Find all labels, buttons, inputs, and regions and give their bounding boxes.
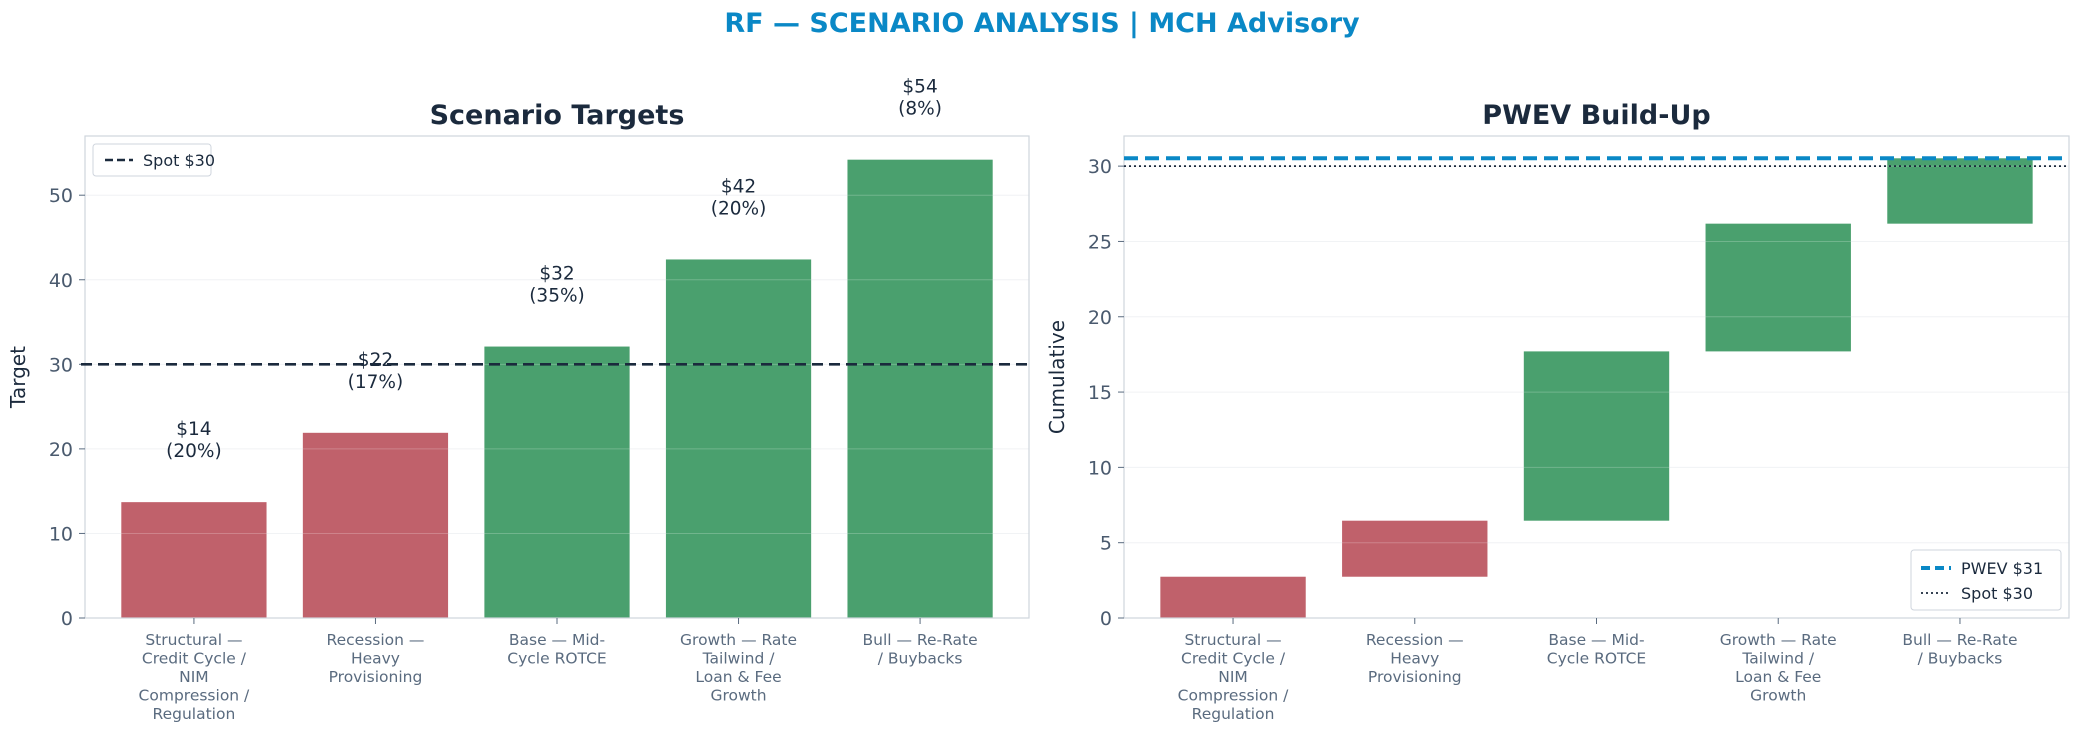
c1-ytick-label: 0	[61, 608, 73, 630]
c1-data-label-prob: (35%)	[529, 286, 585, 307]
c1-xtick-label: Recession — Heavy Provisioning	[327, 631, 425, 686]
c1-xtick-label: Structural — Credit Cycle / NIM Compression…	[139, 631, 251, 723]
c1-data-label-prob: (20%)	[166, 441, 222, 462]
c1-data-label-value: $22	[358, 350, 393, 371]
c1-xtick-label: Growth — Rate Tailwind / Loan & Fee Growth	[680, 631, 797, 705]
c1-ytick-label: 30	[49, 354, 73, 376]
c1-data-label-prob: (8%)	[898, 99, 942, 120]
c1-bar	[121, 502, 267, 618]
c1-bar	[302, 432, 449, 618]
c1-xtick-label: Bull — Re-Rate / Buybacks	[862, 631, 977, 668]
c1-legend-label: Spot $30	[143, 151, 215, 170]
c1-data-label-value: $42	[721, 176, 756, 197]
c1-data-label-value: $14	[176, 419, 211, 440]
c1-data-label-value: $54	[902, 77, 937, 98]
c1-y-axis-label: Target	[6, 346, 30, 409]
c1-bar	[484, 346, 630, 618]
c1-data-label-prob: (17%)	[348, 372, 404, 393]
c1-ytick-label: 20	[49, 439, 73, 461]
c1-legend	[92, 143, 212, 177]
c1-xtick-label: Base — Mid-Cycle ROTCE	[507, 631, 606, 668]
c1-title: Scenario Targets	[430, 100, 685, 131]
c1-ytick-label: 40	[49, 270, 73, 292]
c1-data-label-prob: (20%)	[711, 198, 767, 219]
figure-title: RF — SCENARIO ANALYSIS | MCH Advisory	[724, 8, 1360, 39]
c1-ytick-label: 50	[49, 185, 73, 207]
c1-data-label-value: $32	[539, 264, 574, 285]
c1-ytick-label: 10	[49, 523, 73, 545]
c1-bar	[665, 259, 812, 618]
c1-bar	[847, 159, 993, 619]
